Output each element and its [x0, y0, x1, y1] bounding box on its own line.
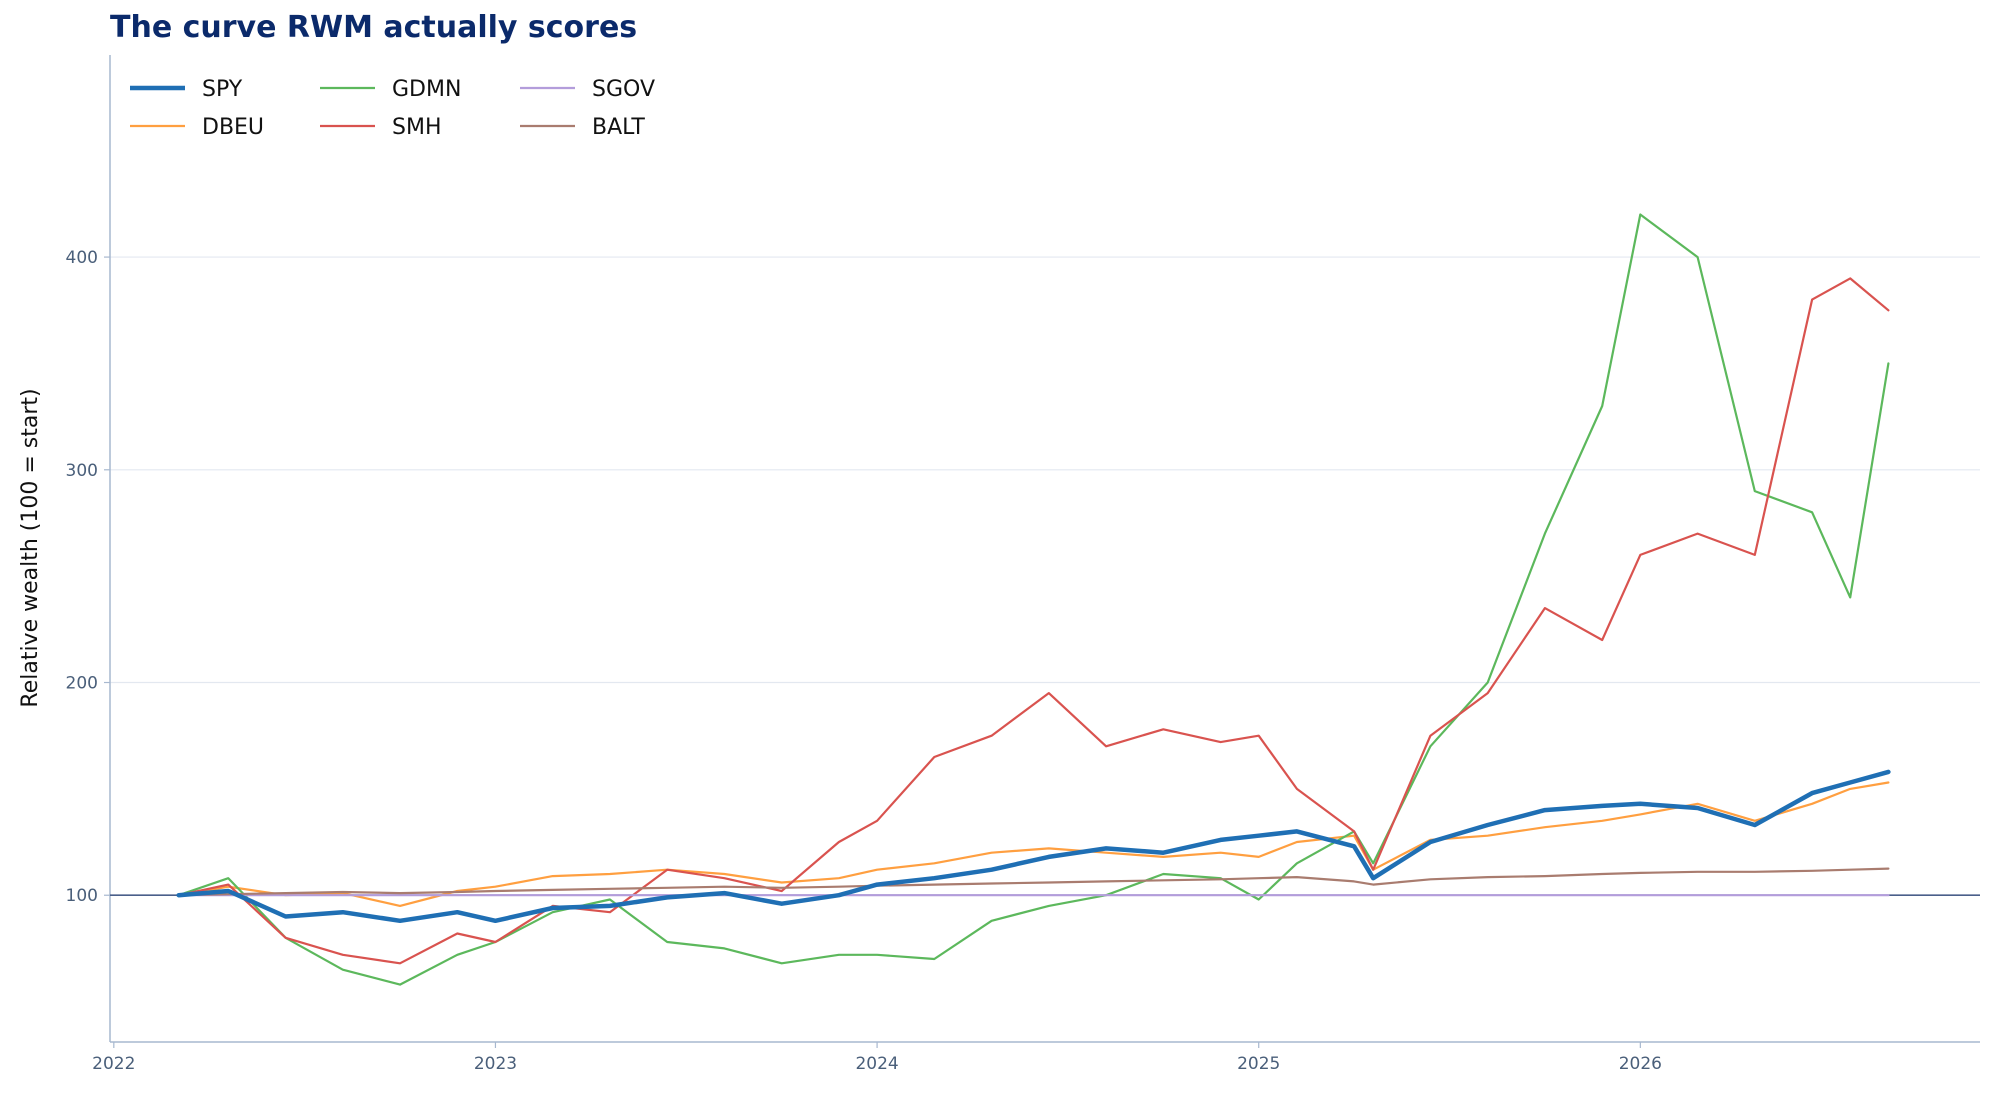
legend-label-gdmn: GDMN	[392, 77, 461, 102]
x-tick-label: 2025	[1237, 1054, 1280, 1074]
legend-label-dbeu: DBEU	[202, 115, 264, 140]
y-axis-label: Relative wealth (100 = start)	[18, 388, 43, 707]
legend-label-sgov: SGOV	[592, 77, 655, 102]
legend-label-smh: SMH	[392, 115, 442, 140]
tick-labels: 100 200 300 400 2022 2023 2024 2025 2026	[66, 248, 1662, 1074]
x-tick-label: 2024	[855, 1054, 898, 1074]
y-tick-label: 400	[66, 248, 98, 268]
y-tick-label: 300	[66, 461, 98, 481]
chart-title: The curve RWM actually scores	[110, 10, 638, 45]
series-line-dbeu	[177, 781, 1890, 908]
y-tick-label: 100	[66, 886, 98, 906]
x-tick-label: 2022	[92, 1054, 135, 1074]
series-lines	[176, 213, 1891, 986]
x-tick-label: 2026	[1619, 1054, 1662, 1074]
series-line-spy	[176, 769, 1891, 924]
legend: SPY DBEU GDMN SMH SGOV BALT	[130, 77, 655, 140]
grid-lines	[110, 256, 1980, 896]
legend-label-balt: BALT	[592, 115, 645, 140]
axes	[109, 55, 1980, 1043]
series-line-smh	[177, 277, 1890, 965]
y-tick-label: 200	[66, 674, 98, 694]
series-line-gdmn	[177, 213, 1890, 986]
series-line-balt	[177, 867, 1890, 897]
x-tick-label: 2023	[474, 1054, 517, 1074]
legend-label-spy: SPY	[202, 77, 243, 102]
